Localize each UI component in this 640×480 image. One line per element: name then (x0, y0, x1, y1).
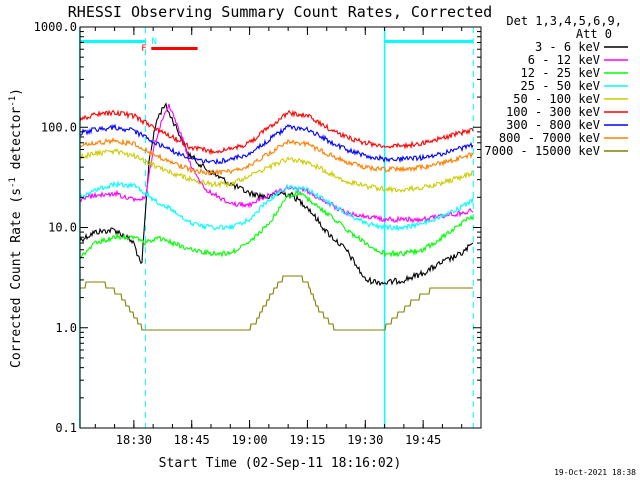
y-tick-label: 1.0 (55, 321, 77, 335)
y-axis-label-exponent: -1 (8, 177, 18, 188)
legend-label: 50 - 100 keV (513, 92, 600, 106)
series-line (79, 148, 474, 194)
x-tick-label: 19:45 (405, 433, 441, 447)
flare-flag-label: F (141, 44, 146, 54)
footer-timestamp: 19-Oct-2021 18:38 (554, 468, 636, 477)
chart-title: RHESSI Observing Summary Count Rates, Co… (68, 3, 492, 21)
y-tick-label: 1000.0 (34, 20, 77, 34)
series-line (79, 123, 474, 165)
series-lines (79, 102, 474, 331)
legend-header-line-1: Det 1,3,4,5,6,9, (506, 14, 622, 28)
y-tick-label: 0.1 (55, 421, 77, 435)
x-tick-label: 18:45 (174, 433, 210, 447)
y-axis-ticks: 0.1 1.0 10.0 100.0 1000.0 (34, 20, 481, 435)
legend-label: 6 - 12 keV (528, 53, 600, 67)
night-flag-label: N (151, 37, 156, 47)
x-axis-ticks: 18:30 18:45 19:00 19:15 19:30 19:45 (94, 27, 482, 447)
y-tick-label: 100.0 (41, 120, 77, 134)
night-flag-bar (79, 40, 146, 43)
y-axis-label-part: detector (9, 107, 24, 178)
legend-label: 800 - 7000 keV (499, 131, 600, 145)
x-tick-label: 19:00 (232, 433, 268, 447)
series-line (79, 109, 474, 156)
y-axis-label-part: ) (9, 88, 24, 96)
legend-label: 3 - 6 keV (535, 40, 600, 54)
x-tick-label: 19:15 (289, 433, 325, 447)
legend-header-line-2: Att 0 (576, 27, 612, 41)
flare-flag-bar (151, 47, 198, 50)
x-axis-label: Start Time (02-Sep-11 18:16:02) (159, 456, 402, 471)
legend-label: 25 - 50 keV (521, 79, 600, 93)
legend-label: 300 - 800 keV (506, 118, 600, 132)
y-tick-label: 10.0 (48, 221, 77, 235)
legend-label: 7000 - 15000 keV (484, 144, 600, 158)
night-flag-bar (384, 40, 474, 43)
legend-label: 12 - 25 keV (521, 66, 600, 80)
flag-bars: NF (79, 37, 474, 54)
series-line (79, 189, 474, 260)
x-tick-label: 19:30 (347, 433, 383, 447)
y-axis-label-exponent: -1 (8, 96, 18, 107)
legend-label: 100 - 300 keV (506, 105, 600, 119)
x-tick-label: 18:30 (116, 433, 152, 447)
series-line (80, 275, 473, 331)
series-line (79, 180, 474, 232)
series-line (79, 103, 474, 224)
y-axis-label: Corrected Count Rate (s-1 detector-1) (8, 88, 24, 368)
y-axis-label-part: Corrected Count Rate (s (9, 188, 24, 368)
series-line (79, 136, 474, 177)
